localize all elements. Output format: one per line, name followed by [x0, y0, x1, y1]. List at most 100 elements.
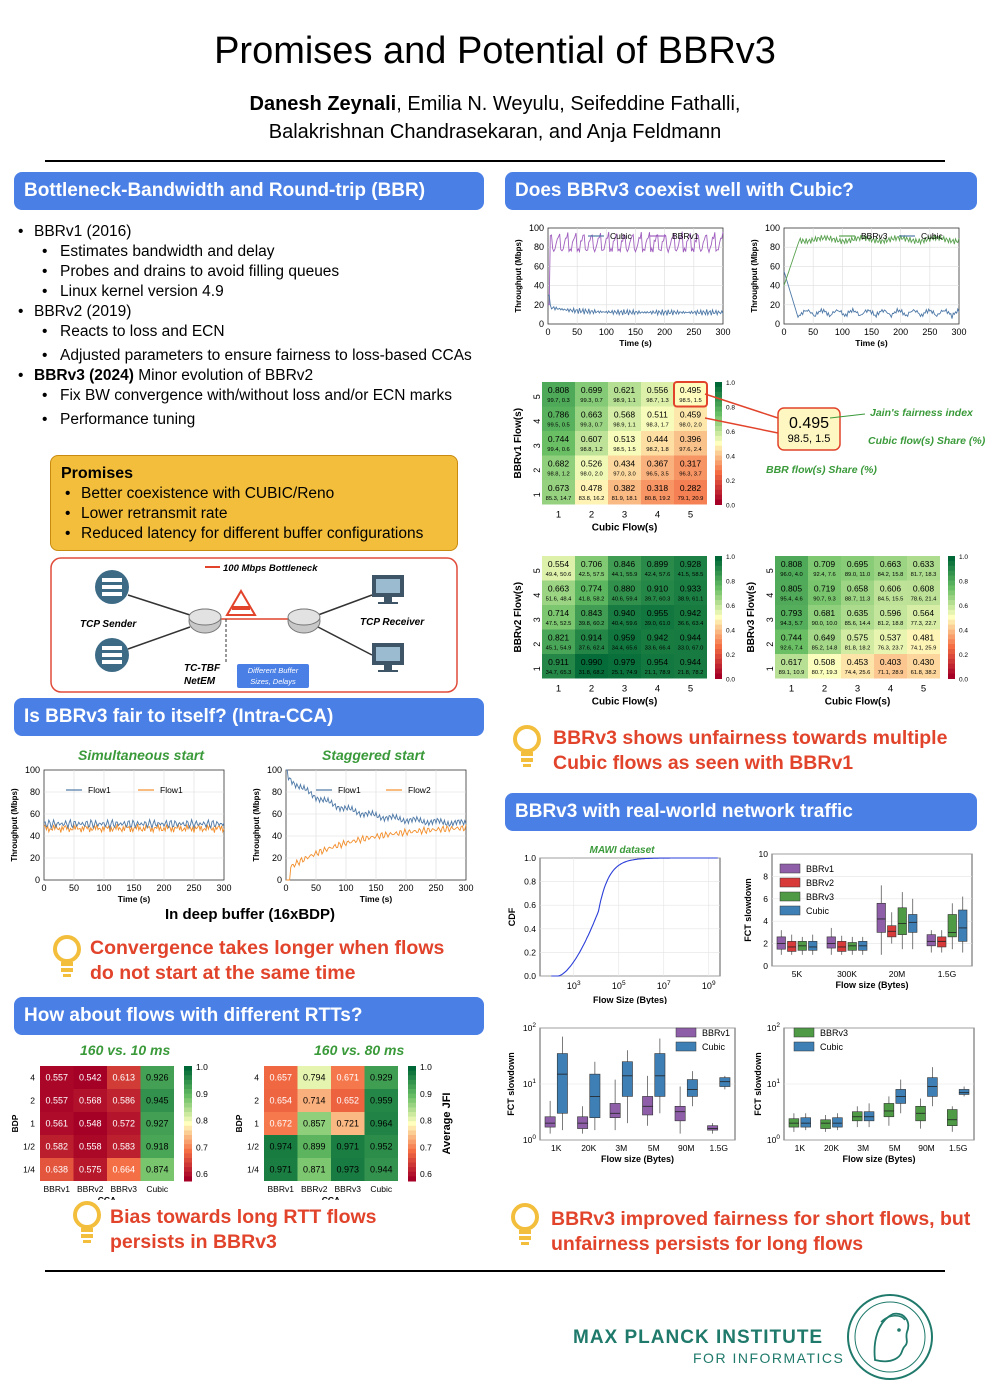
- y-tick-label: 1/2: [247, 1142, 259, 1152]
- colorbar-segment: [184, 1098, 192, 1104]
- heatmap-value: 0.681: [814, 608, 836, 618]
- legend-label: BBRv1: [672, 231, 699, 241]
- colorbar-segment: [184, 1162, 192, 1168]
- heatmap-cell: [331, 1135, 365, 1158]
- heatmap-cell: [107, 1112, 141, 1135]
- heatmap-cell: [297, 1089, 331, 1112]
- lightbulb-icon: [511, 1203, 539, 1245]
- colorbar-segment: [408, 1075, 416, 1081]
- colorbar-tick: 0.8: [420, 1116, 432, 1126]
- heatmap-value: 0.633: [913, 559, 935, 569]
- heatmap-cell: [364, 1112, 398, 1135]
- heatmap-share: 80.8, 19.2: [645, 496, 671, 502]
- x-tick-label: 5M: [648, 1143, 660, 1153]
- heatmap-value: 0.596: [880, 608, 902, 618]
- heatmap-value: 0.927: [146, 1119, 169, 1129]
- intra-takeaway: Convergence takes longer when flows do n…: [90, 937, 445, 984]
- x-tick-label: 50: [808, 327, 818, 337]
- colorbar-segment: [715, 624, 722, 630]
- heatmap-share: 84.5, 15.5: [878, 597, 904, 603]
- heatmap-cell: [364, 1158, 398, 1181]
- heatmap-cell: [107, 1066, 141, 1089]
- x-axis-label: Flow size (Bytes): [842, 1154, 915, 1164]
- y-axis-label: Throughput (Mbps): [750, 239, 759, 313]
- heatmap-value: 0.635: [847, 608, 869, 618]
- colorbar-segment: [948, 634, 955, 640]
- box: [958, 1089, 970, 1095]
- heatmap-share: 98.9, 1.1: [613, 423, 636, 429]
- heatmap-value: 0.537: [880, 633, 902, 643]
- heatmap-cell: [874, 654, 907, 679]
- colorbar-segment: [184, 1176, 192, 1182]
- y-tick-label: 40: [770, 281, 780, 291]
- heatmap-value: 0.649: [814, 633, 836, 643]
- heatmap-cell: [674, 382, 707, 407]
- heatmap-value: 0.954: [647, 657, 669, 667]
- bbr-share-label: BBR flow(s) Share (%): [766, 464, 877, 476]
- heatmap-cell: [907, 556, 940, 581]
- heatmap-value: 0.880: [614, 584, 636, 594]
- colorbar-segment: [184, 1075, 192, 1081]
- heatmap-cell: [140, 1112, 174, 1135]
- x-tick-label: 0: [283, 883, 288, 893]
- header-divider: [45, 160, 945, 162]
- x-axis-label: Flow size (Bytes): [601, 1154, 674, 1164]
- x-tick-label: BBRv2: [301, 1184, 328, 1194]
- colorbar-segment: [948, 673, 955, 679]
- colorbar-segment: [948, 649, 955, 655]
- colorbar-segment: [715, 580, 722, 586]
- heatmap-cell: [542, 382, 575, 407]
- colorbar-segment: [715, 435, 722, 442]
- heatmap-value: 0.808: [781, 559, 803, 569]
- heatmap-cell: [641, 580, 674, 605]
- bbrv2-cubic-heatmap: 0.554 49.4, 50.6 0.706 42.5, 57.5 0.846 44.1,…: [513, 554, 735, 708]
- heatmap-share: 90.0, 10.0: [812, 621, 838, 627]
- heatmap-value: 0.548: [79, 1119, 102, 1129]
- colorbar-segment: [408, 1125, 416, 1131]
- heatmap-cell: [40, 1135, 74, 1158]
- heatmap-cell: [641, 382, 674, 407]
- heatmap-value: 0.495: [680, 385, 702, 395]
- promise-item: Reduced latency for different buffer con…: [61, 524, 447, 544]
- y-tick-label: 2: [532, 468, 542, 473]
- heatmap-cell: [608, 654, 641, 679]
- heatmap-value: 0.282: [680, 483, 702, 493]
- y-tick-label: 100: [529, 224, 544, 233]
- y-tick-label: 1: [254, 1119, 259, 1129]
- heatmap-cell: [641, 480, 674, 505]
- heatmap-cell: [264, 1066, 298, 1089]
- heatmap-share: 34.7, 65.3: [546, 670, 572, 676]
- heatmap-cell: [575, 382, 608, 407]
- heatmap-value: 0.575: [847, 633, 869, 643]
- y-tick-label: 1/2: [23, 1142, 35, 1152]
- heatmap-cell: [73, 1089, 107, 1112]
- heatmap-value: 0.575: [79, 1165, 102, 1175]
- heatmap-value: 0.673: [548, 483, 570, 493]
- box: [544, 1116, 556, 1128]
- x-tick-label: 150: [628, 327, 643, 337]
- box: [883, 1103, 895, 1118]
- heatmap-cell: [874, 556, 907, 581]
- heatmap-cell: [542, 455, 575, 480]
- x-tick-label: BBRv1: [268, 1184, 295, 1194]
- heatmap-cell: [608, 629, 641, 654]
- colorbar-segment: [184, 1121, 192, 1127]
- intra-staggered-chart: 0 20 40 60 80 100 0 50 100 150 200 250 300 Time (s) Th…: [252, 765, 474, 904]
- x-tick-label: 1: [556, 684, 561, 695]
- colorbar-segment: [184, 1093, 192, 1099]
- heatmap-cell: [808, 629, 841, 654]
- heatmap-cell: [907, 629, 940, 654]
- heatmap-share: 88.7, 11.3: [845, 597, 870, 603]
- box: [808, 941, 818, 951]
- y-axis-label: BBRv2 Flow(s): [513, 582, 524, 653]
- heatmap-value: 0.459: [680, 410, 702, 420]
- y-tick-label: 0: [277, 875, 282, 885]
- heatmap-value: 0.621: [614, 385, 636, 395]
- colorbar-segment: [184, 1144, 192, 1150]
- bbrv1-item: BBRv1 (2016): [34, 223, 132, 240]
- heatmap-share: 41.8, 58.2: [579, 597, 605, 603]
- x-tick-label: 1.5G: [938, 969, 956, 979]
- heatmap-value: 0.481: [913, 633, 935, 643]
- x-tick-label: 300: [458, 883, 473, 893]
- heatmap-value: 0.617: [781, 657, 803, 667]
